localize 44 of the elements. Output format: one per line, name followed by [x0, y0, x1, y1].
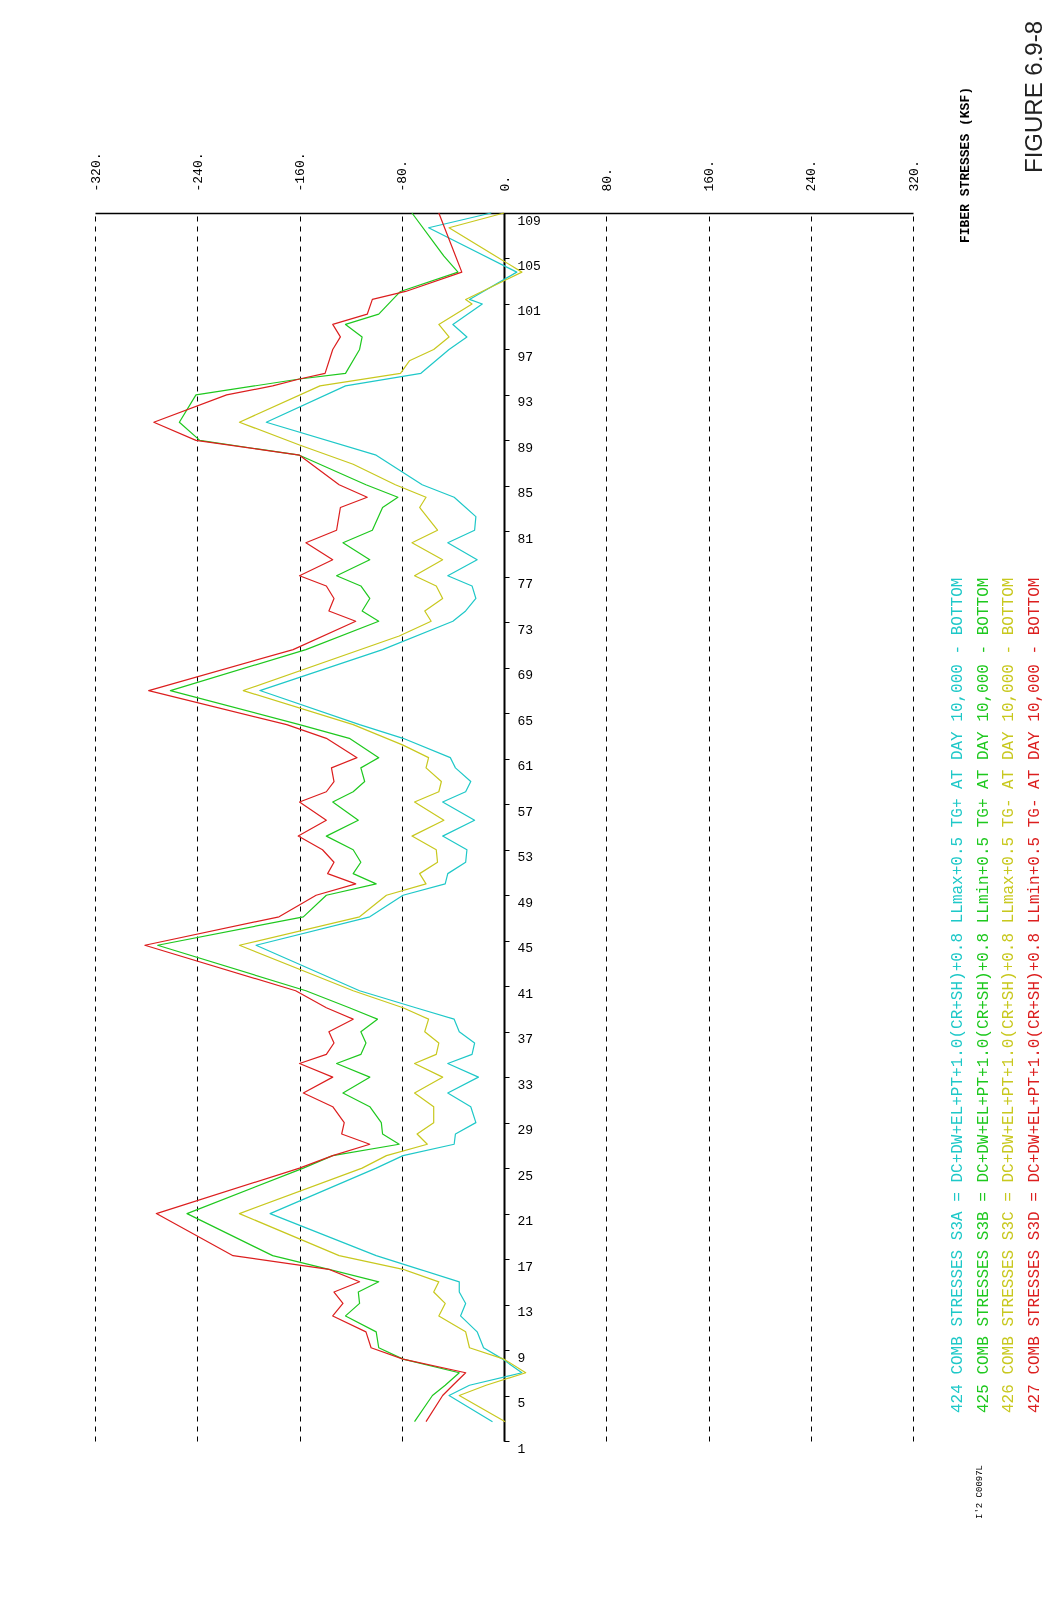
- y-tick-label: 85: [517, 486, 534, 502]
- y-tick-label: 9: [517, 1350, 526, 1366]
- y-tick-label: 97: [517, 349, 534, 365]
- y-tick-label: 37: [517, 1032, 534, 1048]
- y-tick-label: 105: [517, 258, 541, 274]
- y-tick-label: 89: [517, 440, 534, 456]
- y-tick-label: 17: [517, 1259, 534, 1275]
- x-tick-label: -240.: [190, 152, 206, 192]
- y-tick-label: 93: [517, 395, 534, 411]
- y-tick-label: 61: [517, 759, 534, 775]
- y-tick-label: 41: [517, 986, 534, 1002]
- y-tick-label: 81: [517, 531, 534, 547]
- y-tick-label: 21: [517, 1214, 534, 1230]
- y-tick-label: 109: [517, 213, 541, 229]
- x-tick-label: 160.: [702, 160, 717, 192]
- y-tick-label: 65: [517, 713, 534, 729]
- text: I'2 C0097L: [975, 1464, 985, 1519]
- x-tick-label: -160.: [293, 152, 308, 192]
- y-tick-label: 101: [517, 304, 542, 320]
- y-tick-label: 25: [517, 1168, 534, 1184]
- x-tick-label: -80.: [395, 160, 411, 192]
- y-tick-label: 49: [517, 895, 534, 911]
- x-tick-label: -320.: [88, 152, 104, 192]
- x-tick-label: 320.: [906, 160, 922, 192]
- text: 424 COMB STRESSES S3A = DC+DW+EL+PT+1.0(CR+SH)+0.8 LLmax+0.5 TG+ AT DAY 10,000 - BOTTOM: [949, 577, 967, 1413]
- x-tick-label: 240.: [804, 160, 820, 192]
- x-tick-label: 0.: [497, 175, 513, 192]
- x-tick-label: 80.: [599, 168, 615, 192]
- text: FIBER STRESSES (KSF): [958, 86, 973, 243]
- text: FIGURE 6.9-8: [1020, 20, 1047, 173]
- y-tick-label: 45: [517, 941, 534, 957]
- y-tick-label: 53: [517, 850, 534, 866]
- y-tick-label: 33: [517, 1077, 534, 1093]
- y-tick-label: 73: [517, 622, 534, 638]
- y-tick-label: 13: [517, 1305, 534, 1321]
- y-tick-label: 57: [517, 804, 534, 820]
- text: 427 COMB STRESSES S3D = DC+DW+EL+PT+1.0(CR+SH)+0.8 LLmin+0.5 TG- AT DAY 10,000 - BOTTOM: [1025, 577, 1044, 1413]
- y-tick-label: 1: [517, 1441, 526, 1457]
- text: 425 COMB STRESSES S3B = DC+DW+EL+PT+1.0(CR+SH)+0.8 LLmin+0.5 TG+ AT DAY 10,000 - BOTTOM: [974, 577, 993, 1413]
- y-tick-label: 5: [517, 1396, 526, 1412]
- y-tick-label: 69: [517, 668, 534, 684]
- y-tick-label: 29: [517, 1123, 534, 1139]
- y-tick-label: 77: [517, 577, 534, 593]
- text: 426 COMB STRESSES S3C = DC+DW+EL+PT+1.0(CR+SH)+0.8 LLmax+0.5 TG- AT DAY 10,000 - BOTTOM: [1000, 577, 1018, 1413]
